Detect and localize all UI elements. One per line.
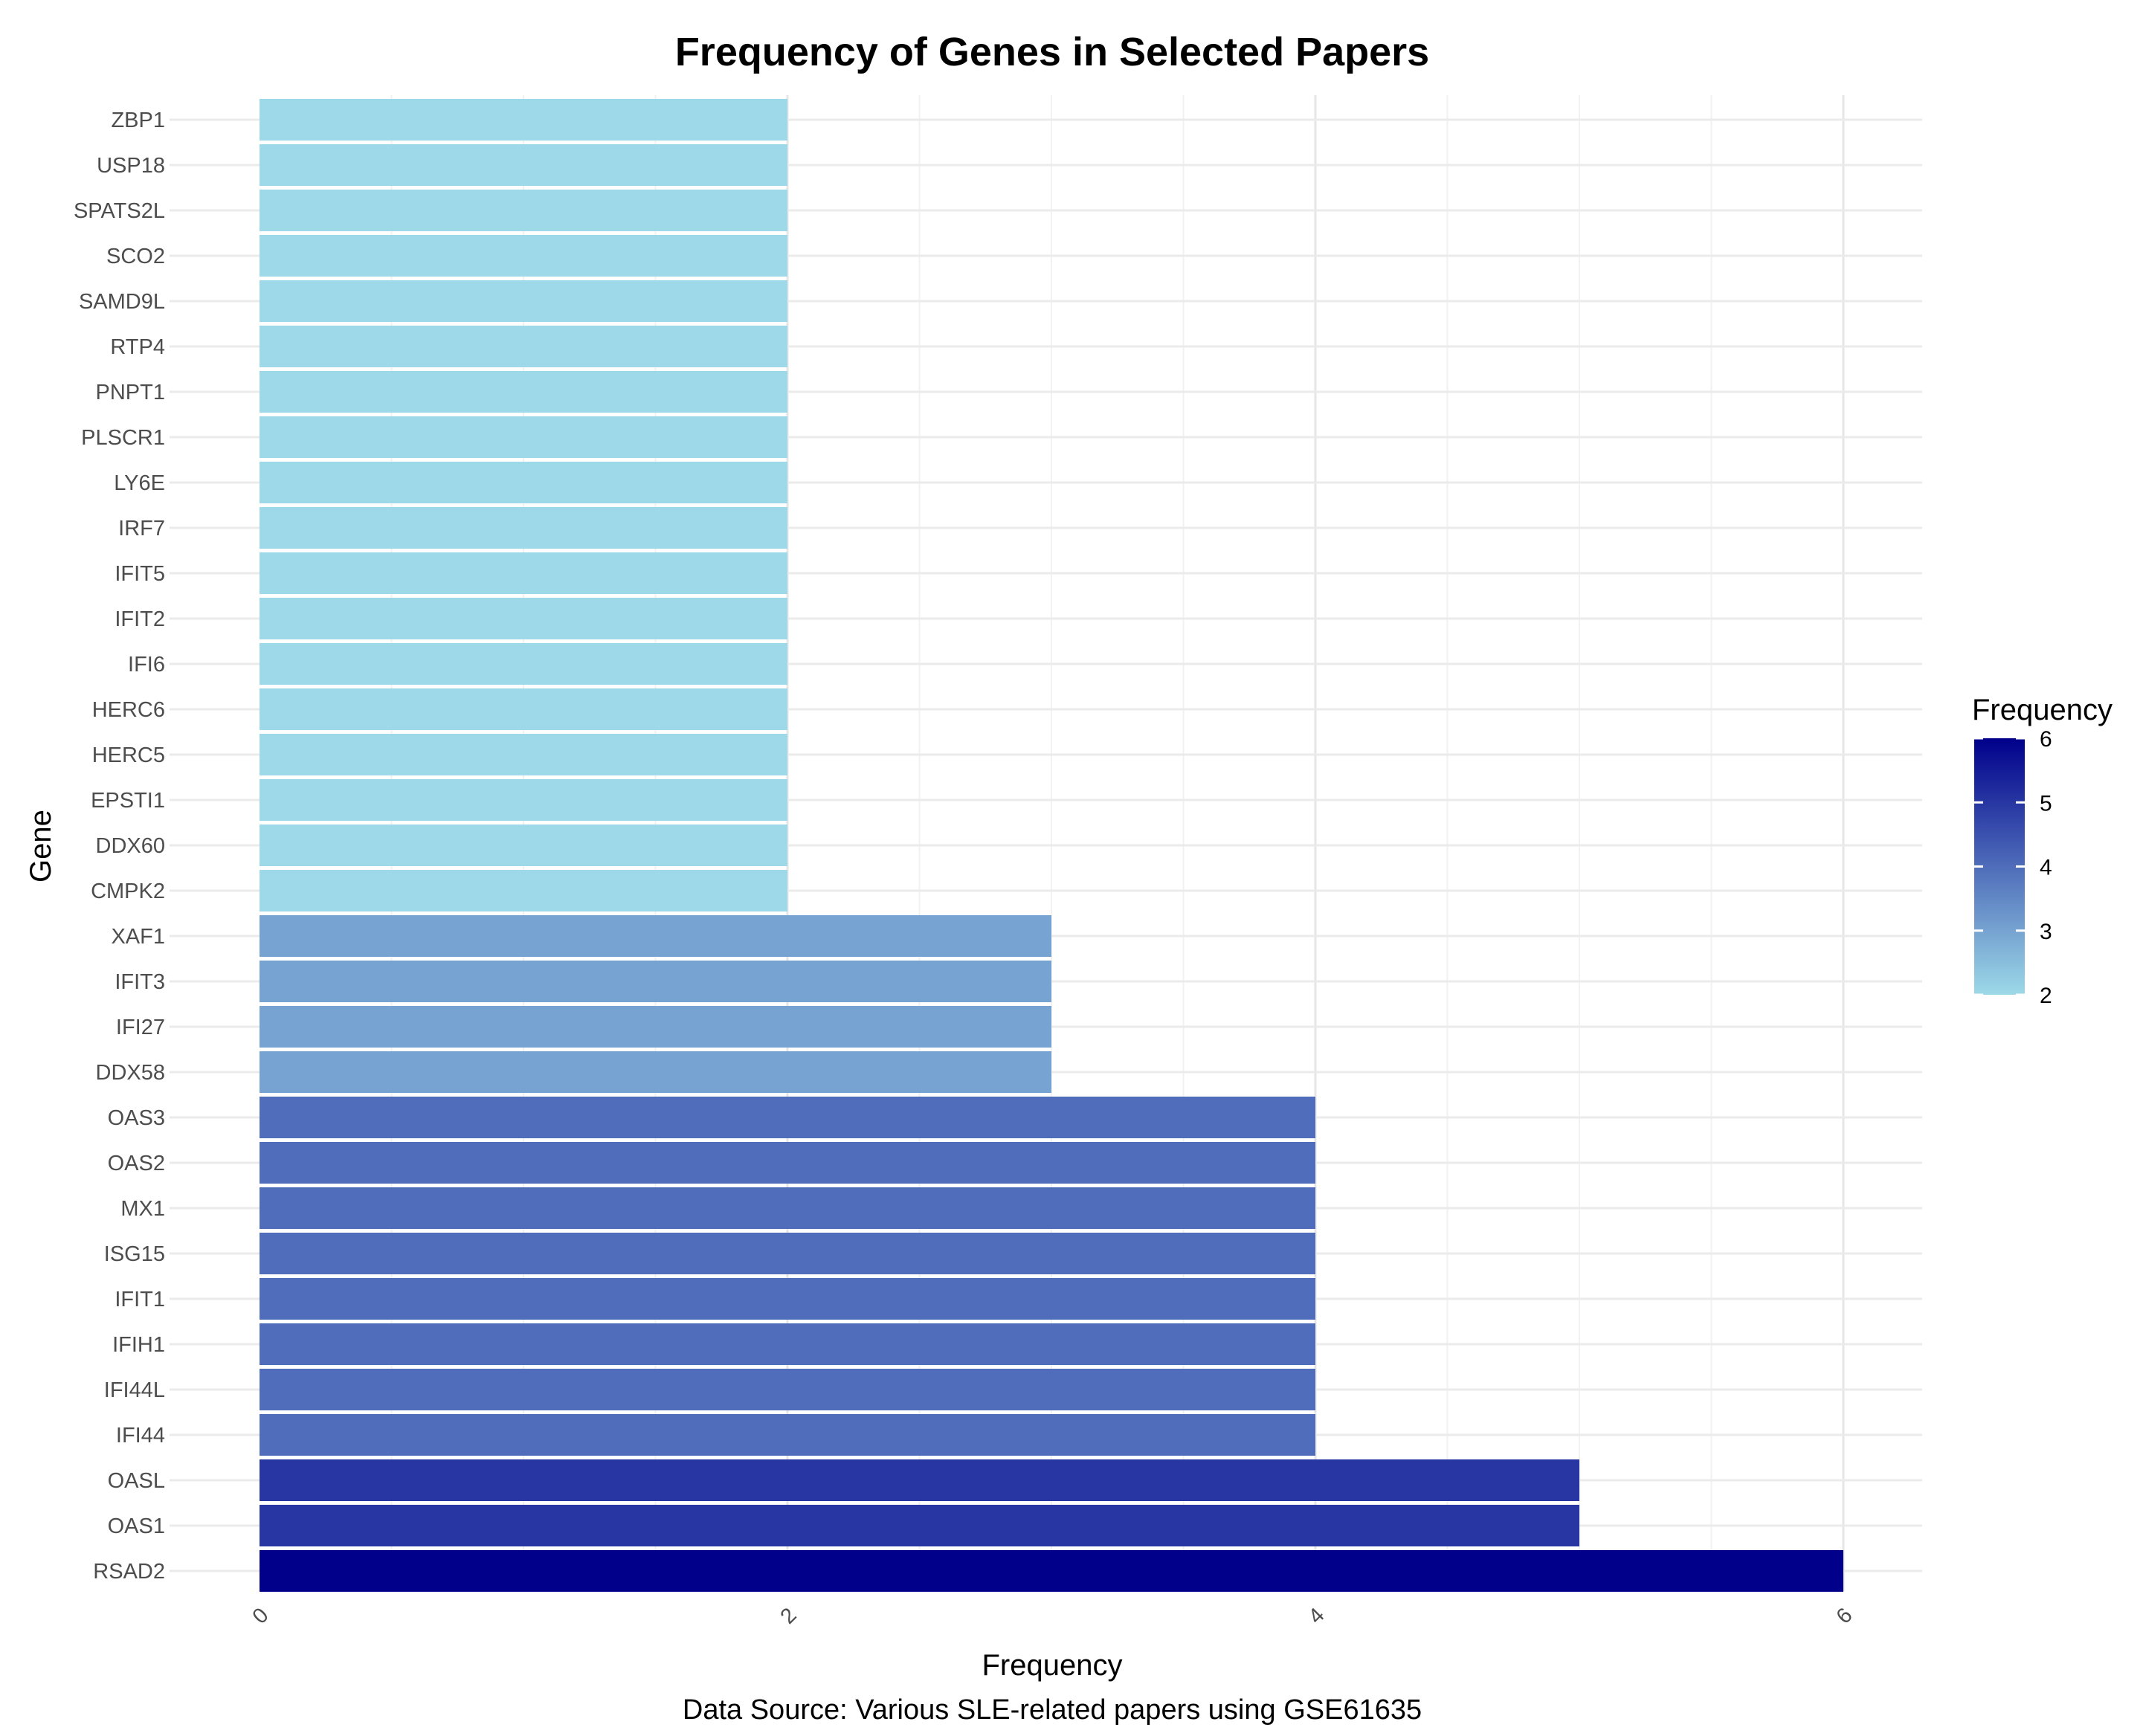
y-tick-label: RSAD2 <box>93 1560 165 1584</box>
y-tick-label: XAF1 <box>111 925 165 949</box>
y-tick-labels: RSAD2 OAS1 OASL IFI44 IFI44L IFIH1 IFIT1 ISG15 M… <box>74 109 182 1584</box>
y-tick-label: OAS2 <box>108 1152 165 1175</box>
y-tick-label: HERC6 <box>92 698 165 722</box>
bar-pnpt1 <box>260 371 787 413</box>
y-tick-label: IFI27 <box>116 1016 165 1039</box>
y-tick-label: IFIT1 <box>115 1288 165 1311</box>
bar-ifi44 <box>260 1414 1315 1456</box>
y-axis-title: Gene <box>25 810 57 882</box>
chart-caption: Data Source: Various SLE-related papers … <box>683 1694 1422 1726</box>
y-tick-label: OASL <box>108 1469 165 1493</box>
bar-ddx58 <box>260 1051 1051 1093</box>
y-tick-label: SPATS2L <box>74 199 165 223</box>
bar-ifi6 <box>260 643 787 685</box>
bar-usp18 <box>260 144 787 186</box>
y-tick-label: ISG15 <box>104 1242 165 1266</box>
y-tick-label: EPSTI1 <box>91 789 165 813</box>
y-tick-label: SCO2 <box>106 245 165 268</box>
bar-oas2 <box>260 1142 1315 1184</box>
y-tick-label: MX1 <box>120 1197 165 1221</box>
y-tick-label: IFIT3 <box>115 970 165 994</box>
legend-tick-label: 2 <box>2040 984 2052 1008</box>
legend: Frequency 2 3 4 5 6 <box>1972 694 2113 1008</box>
bar-isg15 <box>260 1233 1315 1274</box>
y-tick-label: PLSCR1 <box>81 426 165 450</box>
y-tick-label: IFI44 <box>116 1424 165 1448</box>
y-tick-label: RTP4 <box>110 335 165 359</box>
y-tick-label: HERC5 <box>92 743 165 767</box>
y-tick-label: IFI44L <box>104 1378 165 1402</box>
bar-herc6 <box>260 688 787 730</box>
bar-irf7 <box>260 507 787 549</box>
y-tick-label: PNPT1 <box>96 381 165 404</box>
bar-rsad2 <box>260 1550 1843 1592</box>
bar-spats2l <box>260 190 787 231</box>
legend-tick-label: 5 <box>2040 791 2052 816</box>
y-tick-label: IFIT5 <box>115 562 165 586</box>
bar-cmpk2 <box>260 870 787 911</box>
bar-oasl <box>260 1459 1579 1501</box>
y-tick-label: CMPK2 <box>91 880 165 903</box>
bars <box>260 99 1843 1592</box>
bar-ifit1 <box>260 1278 1315 1320</box>
bar-sco2 <box>260 235 787 277</box>
legend-tick-label: 6 <box>2040 727 2052 752</box>
bar-xaf1 <box>260 915 1051 957</box>
legend-tick-label: 4 <box>2040 856 2052 880</box>
bar-samd9l <box>260 280 787 322</box>
bar-herc5 <box>260 734 787 775</box>
bar-ifit3 <box>260 961 1051 1002</box>
legend-title: Frequency <box>1972 694 2113 726</box>
x-axis-title: Frequency <box>982 1649 1123 1682</box>
chart-title: Frequency of Genes in Selected Papers <box>675 30 1429 74</box>
y-tick-label: LY6E <box>114 471 165 495</box>
y-tick-label: SAMD9L <box>79 290 165 314</box>
y-tick-label: ZBP1 <box>111 109 165 132</box>
bar-ifit5 <box>260 552 787 594</box>
y-tick-label: DDX58 <box>96 1061 166 1085</box>
bar-ly6e <box>260 462 787 503</box>
bar-oas3 <box>260 1097 1315 1138</box>
bar-epsti1 <box>260 779 787 821</box>
y-tick-label: IFIH1 <box>112 1333 165 1357</box>
bar-ifi27 <box>260 1006 1051 1048</box>
y-tick-label: IFIT2 <box>115 607 165 631</box>
y-tick-label: IRF7 <box>118 517 165 541</box>
y-tick-label: OAS3 <box>108 1106 165 1130</box>
y-tick-label: USP18 <box>97 154 165 178</box>
legend-tick-label: 3 <box>2040 920 2052 944</box>
bar-mx1 <box>260 1187 1315 1229</box>
y-tick-label: DDX60 <box>96 834 166 858</box>
y-tick-label: IFI6 <box>128 653 165 677</box>
bar-oas1 <box>260 1505 1579 1546</box>
bar-plscr1 <box>260 416 787 458</box>
bar-ifi44l <box>260 1369 1315 1410</box>
bar-ddx60 <box>260 825 787 866</box>
legend-ticks: 2 3 4 5 6 <box>1974 727 2052 1008</box>
y-tick-label: OAS1 <box>108 1514 165 1538</box>
bar-zbp1 <box>260 99 787 141</box>
bar-ifit2 <box>260 598 787 639</box>
bar-rtp4 <box>260 326 787 367</box>
bar-ifih1 <box>260 1323 1315 1365</box>
